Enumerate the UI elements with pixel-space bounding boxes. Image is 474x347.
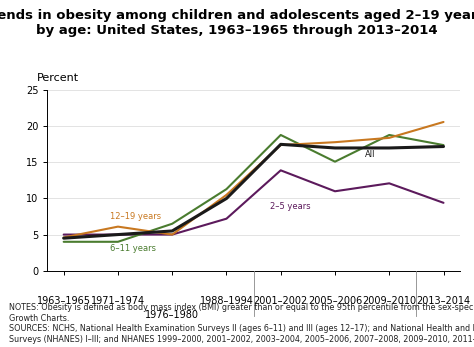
Text: 1971–1974: 1971–1974: [91, 296, 145, 306]
Text: Percent: Percent: [36, 73, 79, 83]
Text: 1988–1994: 1988–1994: [200, 296, 254, 306]
Text: 2–5 years: 2–5 years: [270, 202, 310, 211]
Text: 12–19 years: 12–19 years: [110, 212, 161, 221]
Text: 2013–2014: 2013–2014: [417, 296, 471, 306]
Text: 1963–1965: 1963–1965: [36, 296, 91, 306]
Text: Trends in obesity among children and adolescents aged 2–19 years,
by age: United: Trends in obesity among children and ado…: [0, 9, 474, 37]
Text: 2001–2002: 2001–2002: [254, 296, 308, 306]
Text: 1976–1980: 1976–1980: [145, 310, 199, 320]
Text: 6–11 years: 6–11 years: [110, 244, 156, 253]
Text: NOTES: Obesity is defined as body mass index (BMI) greater than or equal to the : NOTES: Obesity is defined as body mass i…: [9, 303, 474, 344]
Text: All: All: [365, 150, 375, 159]
Text: 2005–2006: 2005–2006: [308, 296, 362, 306]
Text: 2009–2010: 2009–2010: [362, 296, 416, 306]
